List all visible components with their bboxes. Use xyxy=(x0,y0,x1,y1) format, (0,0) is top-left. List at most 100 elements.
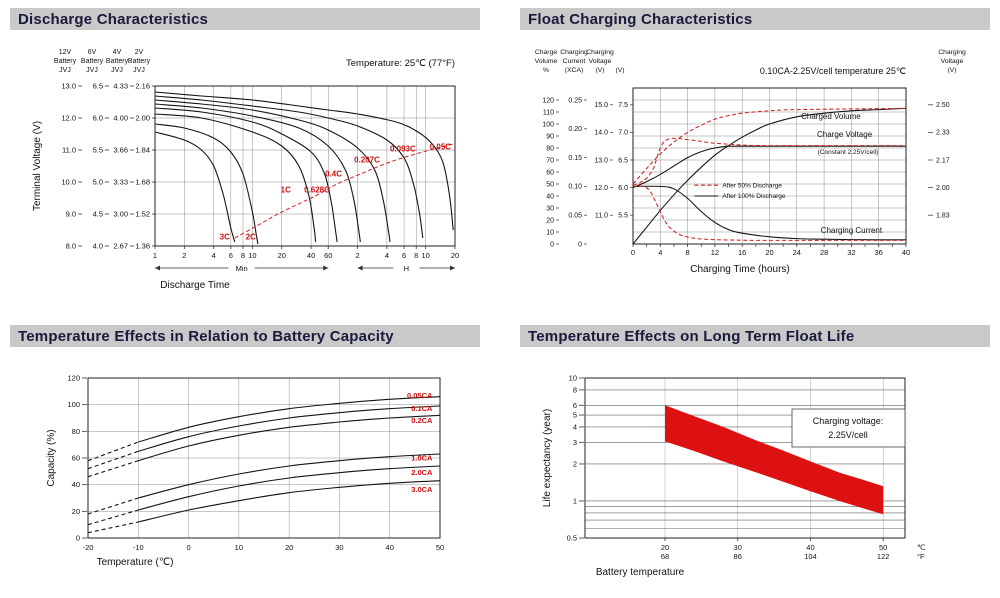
x-tick-f: 122 xyxy=(877,552,890,561)
y-axis-header: Charging xyxy=(560,49,588,56)
curve-label: 0.1CA xyxy=(411,404,433,413)
curve-Charge Voltage - after 50% discharge xyxy=(632,137,907,186)
section-temp-capacity: Temperature Effects in Relation to Batte… xyxy=(10,325,480,593)
curve-label: 1C xyxy=(281,186,291,195)
y-tick-label: 4.5 xyxy=(93,210,103,219)
y-axis-header: 12V xyxy=(59,49,72,56)
y-tick-label: 0.05 xyxy=(568,213,582,220)
x-tick-label: 12 xyxy=(711,248,719,257)
x-tick-label: 36 xyxy=(875,248,883,257)
y-axis-header: Battery xyxy=(54,58,77,65)
x-unit-label: Min xyxy=(236,264,248,273)
y-axis-header: Volume xyxy=(535,58,558,65)
curve-0.05CA-dashed xyxy=(87,441,139,462)
y-tick-label: 8 xyxy=(573,385,577,394)
section-float-life: Temperature Effects on Long Term Float L… xyxy=(520,325,990,593)
x-tick-label: 20 xyxy=(285,543,293,552)
x-tick-label: 2 xyxy=(355,251,359,260)
y-tick-label: 120 xyxy=(67,374,80,383)
y-axis-header: Charge xyxy=(535,49,558,56)
curve-label: 2.0CA xyxy=(411,468,433,477)
y-tick-label: 0 xyxy=(550,241,554,248)
curve-label: (Constant 2.25V/cell) xyxy=(818,149,879,156)
curve-0.207C xyxy=(154,99,391,243)
x-tick-c: 40 xyxy=(806,543,814,552)
y-axis-header: 6V xyxy=(88,49,97,56)
y-tick-label: 6.5 xyxy=(618,157,628,164)
y-tick-label: 1.52 xyxy=(135,210,150,219)
y-axis-header: Voltage xyxy=(589,58,612,65)
curve-label: 3.0CA xyxy=(411,485,433,494)
curve-label: 0.628C xyxy=(304,186,330,195)
legend-label: After 50% Discharge xyxy=(722,182,782,189)
x-tick-label: 16 xyxy=(738,248,746,257)
x-tick-label: 1 xyxy=(153,251,157,260)
y-tick-label: 1.68 xyxy=(135,178,150,187)
x-tick-label: 20 xyxy=(451,251,459,260)
y-axis-header: (V) xyxy=(615,67,624,74)
y-tick-label: 6 xyxy=(573,401,577,410)
y-tick-label: 50 xyxy=(546,181,554,188)
x-tick-label: 8 xyxy=(686,248,690,257)
header-discharge: Discharge Characteristics xyxy=(10,8,480,30)
x-tick-label: 20 xyxy=(278,251,286,260)
y-tick-label: 0.10 xyxy=(568,184,582,191)
y-tick-label: 10 xyxy=(569,374,577,383)
x-tick-f: 68 xyxy=(661,552,669,561)
y-axis-header: JVJ xyxy=(86,67,98,74)
x-tick-label: 4 xyxy=(385,251,389,260)
x-tick-label: 4 xyxy=(212,251,216,260)
y-axis-header: 2V xyxy=(135,49,144,56)
curve-Charged Volume - after 100% discharge xyxy=(632,107,907,245)
y-tick-label: 60 xyxy=(72,454,80,463)
y-tick-label: 4.00 xyxy=(113,114,128,123)
y-tick-label: 5.5 xyxy=(93,146,103,155)
curve-label: 3C xyxy=(220,233,230,242)
y-tick-label: 4.0 xyxy=(93,242,103,251)
x-tick-label: 0 xyxy=(631,248,635,257)
curve-Charging Current - after 100% discharge xyxy=(632,185,906,241)
curve-2.0CA-dashed xyxy=(87,509,139,526)
y-tick-label: 8.0 xyxy=(66,242,76,251)
x-tick-c: 20 xyxy=(661,543,669,552)
y-tick-label: 7.5 xyxy=(618,102,628,109)
float-charging-plot: 0 4 8 12 16 20 24 28 32 36 40 Charge Volume% 120 110 10… xyxy=(535,49,966,275)
x-axis-title: Discharge Time xyxy=(160,280,230,291)
curve-1.0CA xyxy=(138,453,441,499)
y-tick-label: 100 xyxy=(542,121,554,128)
y-tick-label: 30 xyxy=(546,205,554,212)
curve-3C xyxy=(154,131,236,243)
right-tick-label: 2.50 xyxy=(936,102,950,109)
curve-0.628C xyxy=(154,107,338,243)
note-box xyxy=(791,408,906,448)
header-float-life: Temperature Effects on Long Term Float L… xyxy=(520,325,990,347)
x-tick-label: 50 xyxy=(436,543,444,552)
curve-label: 0.093C xyxy=(390,145,416,154)
y-tick-label: 0 xyxy=(76,534,80,543)
right-tick-label: 2.17 xyxy=(936,157,950,164)
x-axis-title: Battery temperature xyxy=(596,567,685,578)
temperature-capacity-chart: -20 -10 0 10 20 30 40 50 0 20 40 60 80 100 120 0.05CA 0.… xyxy=(46,374,444,569)
right-axis-header: (V) xyxy=(947,67,956,74)
arrow-left xyxy=(357,265,363,271)
arrow-right xyxy=(450,265,455,271)
curve-3.0CA xyxy=(138,480,441,523)
x-tick-label: 30 xyxy=(335,543,343,552)
y-tick-label: 0.25 xyxy=(568,97,582,104)
x-tick-label: 2 xyxy=(182,251,186,260)
y-tick-label: 4.33 xyxy=(113,82,128,91)
note-box-line1: Charging voltage: xyxy=(813,416,884,426)
y-tick-label: 9.0 xyxy=(66,210,76,219)
y-tick-label: 0.15 xyxy=(568,155,582,162)
x-tick-label: 24 xyxy=(793,248,801,257)
x-axis-title: Temperature (℃) xyxy=(97,557,174,568)
curve-0.2CA-dashed xyxy=(87,460,139,478)
temperature-note: Temperature: 25℃ (77°F) xyxy=(346,58,455,69)
y-tick-label: 20 xyxy=(546,217,554,224)
plot-frame xyxy=(154,85,456,247)
x-tick-label: 40 xyxy=(902,248,910,257)
curve-label: 0.05CA xyxy=(407,391,433,400)
curve-0.05CA xyxy=(138,396,441,443)
y-tick-label: 15.0 xyxy=(594,102,608,109)
condition-note: 0.10CA-2.25V/cell temperature 25℃ xyxy=(760,66,906,76)
